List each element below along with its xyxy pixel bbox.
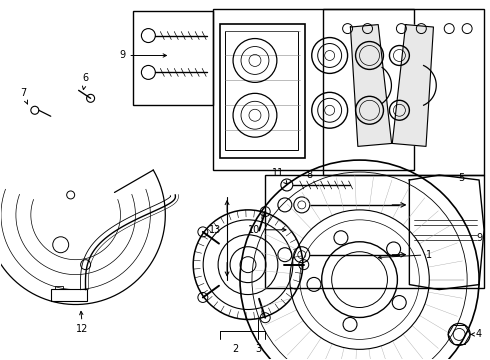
Text: 11: 11: [272, 168, 287, 184]
Bar: [213, 9, 415, 170]
Text: 3: 3: [255, 345, 261, 354]
Text: 6: 6: [82, 73, 89, 90]
Bar: [55, 285, 63, 289]
Text: 7: 7: [20, 88, 27, 104]
Bar: [323, 9, 484, 175]
Text: 2: 2: [232, 345, 238, 354]
Polygon shape: [392, 24, 434, 147]
Bar: [51, 289, 87, 301]
Text: 5: 5: [458, 173, 465, 183]
Bar: [265, 175, 484, 288]
Polygon shape: [350, 24, 392, 147]
Text: 12: 12: [76, 311, 89, 334]
Bar: [220, 24, 305, 158]
Text: 13: 13: [209, 225, 221, 235]
Bar: [133, 11, 213, 105]
Bar: [225, 31, 298, 150]
Text: 8: 8: [307, 170, 313, 180]
Text: 9: 9: [120, 50, 167, 60]
Text: 1: 1: [378, 250, 432, 260]
Text: 10: 10: [247, 225, 286, 235]
Text: 4: 4: [470, 329, 482, 339]
Text: 9: 9: [476, 233, 482, 243]
